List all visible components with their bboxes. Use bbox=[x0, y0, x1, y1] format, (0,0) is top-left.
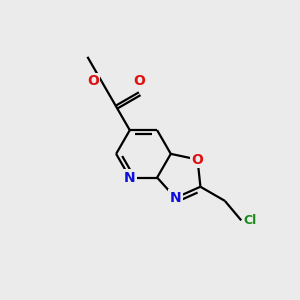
Text: Cl: Cl bbox=[244, 214, 257, 227]
Text: N: N bbox=[124, 170, 136, 184]
Text: N: N bbox=[169, 191, 181, 205]
Text: O: O bbox=[87, 74, 99, 88]
Text: O: O bbox=[133, 74, 145, 88]
Text: O: O bbox=[192, 152, 203, 167]
